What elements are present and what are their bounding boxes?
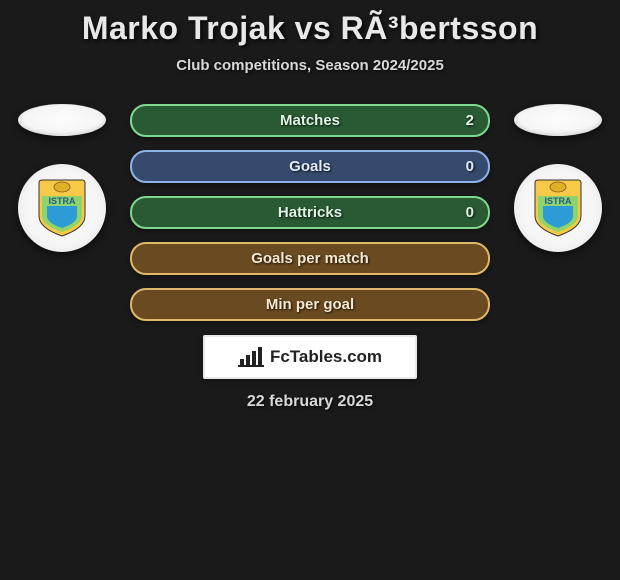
stat-row: Goals per match — [130, 242, 490, 275]
date-text: 22 february 2025 — [0, 393, 620, 411]
stat-value: 0 — [466, 158, 474, 175]
istra-shield-icon: ISTRA — [533, 178, 583, 238]
istra-shield-icon: ISTRA — [37, 178, 87, 238]
stat-row: Hattricks 0 — [130, 196, 490, 229]
stats-list: Matches 2 Goals 0 Hattricks 0 Goals per match M… — [112, 104, 508, 321]
subtitle: Club competitions, Season 2024/2025 — [0, 57, 620, 74]
right-club-badge: ISTRA — [514, 164, 602, 252]
brand-text: FcTables.com — [270, 347, 382, 367]
left-club-badge: ISTRA — [18, 164, 106, 252]
stat-label: Goals per match — [251, 250, 369, 267]
page-title: Marko Trojak vs RÃ³bertsson — [0, 10, 620, 47]
right-player-column: ISTRA — [508, 104, 608, 252]
stat-value: 2 — [466, 112, 474, 129]
svg-text:ISTRA: ISTRA — [545, 196, 573, 206]
left-player-column: ISTRA — [12, 104, 112, 252]
left-flag-placeholder — [18, 104, 106, 136]
stat-label: Goals — [289, 158, 331, 175]
right-flag-placeholder — [514, 104, 602, 136]
comparison-row: ISTRA Matches 2 Goals 0 Hattricks 0 Goals per … — [0, 104, 620, 321]
stat-label: Hattricks — [278, 204, 342, 221]
svg-text:ISTRA: ISTRA — [49, 196, 77, 206]
stat-label: Matches — [280, 112, 340, 129]
stat-value: 0 — [466, 204, 474, 221]
stat-label: Min per goal — [266, 296, 354, 313]
branding-box[interactable]: FcTables.com — [203, 335, 417, 379]
stat-row: Goals 0 — [130, 150, 490, 183]
stat-row: Matches 2 — [130, 104, 490, 137]
bar-chart-icon — [238, 347, 264, 367]
stat-row: Min per goal — [130, 288, 490, 321]
